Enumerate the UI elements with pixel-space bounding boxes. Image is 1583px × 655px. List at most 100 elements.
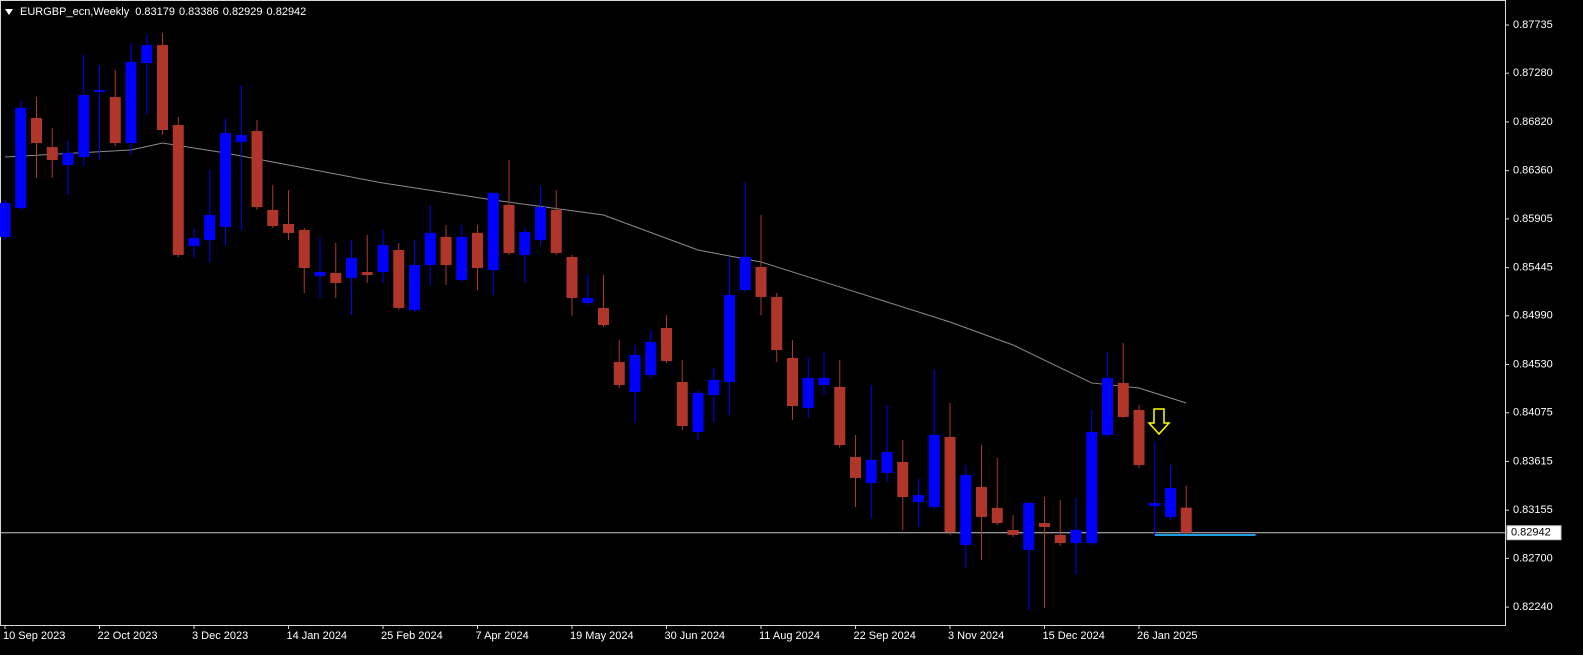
candle-body — [62, 152, 74, 166]
candle-body — [267, 209, 279, 226]
symbol: EURGBP_ecn,Weekly — [20, 6, 130, 18]
x-tick-label: 11 Aug 2024 — [759, 630, 820, 642]
candle-body — [645, 341, 657, 375]
candle-body — [661, 327, 672, 362]
x-tick-label: 15 Dec 2024 — [1043, 630, 1105, 642]
x-tick-label: 26 Jan 2025 — [1137, 630, 1198, 642]
candle-body — [109, 97, 121, 144]
y-tick-label: 0.87280 — [1513, 67, 1553, 79]
y-tick-label: 0.85905 — [1513, 213, 1553, 225]
candle-body — [361, 272, 373, 275]
x-tick-label: 22 Oct 2023 — [98, 630, 158, 642]
candle-body — [251, 131, 263, 207]
candle-body — [15, 107, 27, 208]
candle-body — [125, 61, 137, 144]
candle-body — [188, 238, 200, 246]
candle-body — [944, 436, 956, 532]
x-tick-label: 22 Sep 2024 — [854, 630, 916, 642]
candle-body — [550, 209, 562, 253]
candle-body — [928, 434, 940, 507]
candle-body — [613, 361, 625, 385]
candle-body — [204, 215, 216, 241]
candle-body — [834, 386, 846, 446]
candle-body — [676, 381, 688, 426]
candle-body — [377, 245, 389, 273]
candle-body — [787, 357, 798, 407]
candle-body — [1149, 502, 1161, 507]
candle-body — [472, 232, 483, 269]
candle-body — [629, 354, 641, 392]
candle-body — [566, 256, 578, 298]
candle-body — [582, 297, 594, 303]
x-tick-label: 7 Apr 2024 — [476, 630, 529, 642]
x-tick-label: 14 Jan 2024 — [287, 630, 348, 642]
current-price-label: 0.82942 — [1511, 527, 1551, 539]
candle-body — [708, 379, 720, 396]
y-tick-label: 0.84075 — [1513, 407, 1553, 419]
candle-body — [1054, 534, 1066, 544]
y-tick-label: 0.83615 — [1513, 455, 1553, 467]
candle-body — [913, 495, 924, 503]
candle-body — [598, 307, 609, 325]
candle-body — [818, 377, 830, 385]
candle-body — [409, 265, 420, 310]
y-tick-label: 0.82700 — [1513, 552, 1553, 564]
moving-average — [4, 142, 1187, 404]
x-tick-label: 19 May 2024 — [570, 630, 634, 642]
y-tick-label: 0.83155 — [1513, 504, 1553, 516]
x-tick-label: 25 Feb 2024 — [381, 630, 443, 642]
candle-body — [487, 193, 499, 271]
candle-body — [424, 232, 436, 266]
candle-body — [330, 272, 342, 283]
x-tick-label: 3 Nov 2024 — [948, 630, 1004, 642]
header-high: 0.83386 — [179, 6, 219, 18]
candle-body — [739, 256, 751, 291]
candle-body — [771, 297, 783, 350]
candle-body — [535, 206, 546, 241]
y-tick-label: 0.82240 — [1513, 601, 1553, 613]
candle-body — [724, 295, 735, 382]
header-open: 0.83179 — [135, 6, 175, 18]
candle-body — [1007, 529, 1019, 535]
header-low: 0.82929 — [223, 6, 263, 18]
candle-body — [220, 132, 231, 228]
candle-body — [897, 461, 909, 498]
candle-body — [31, 118, 42, 144]
candle-body — [157, 45, 168, 130]
menu-triangle[interactable] — [5, 9, 13, 15]
candle-body — [1086, 431, 1098, 544]
candle-body — [1039, 522, 1050, 528]
y-tick-label: 0.85445 — [1513, 261, 1553, 273]
candle-body — [78, 95, 90, 157]
candle-body — [503, 204, 515, 253]
candle-body — [314, 272, 326, 276]
y-tick-label: 0.86820 — [1513, 116, 1553, 128]
candle-body — [283, 224, 294, 233]
candle-body — [298, 229, 310, 269]
candle-body — [850, 456, 861, 478]
arrow-annotation — [1147, 408, 1171, 436]
candle-body — [1165, 488, 1176, 517]
y-tick-label: 0.84990 — [1513, 310, 1553, 322]
candle-body — [1102, 377, 1113, 435]
candle-body — [346, 257, 357, 278]
candle-body — [172, 125, 184, 255]
candle-body — [755, 266, 767, 298]
y-tick-label: 0.86360 — [1513, 165, 1553, 177]
plot-frame — [0, 0, 1506, 626]
candle-body — [881, 452, 893, 473]
candle-body — [94, 90, 105, 93]
current-price-box — [1506, 525, 1562, 541]
x-tick-label: 10 Sep 2023 — [3, 630, 65, 642]
candle-body — [440, 236, 452, 266]
candle-body — [1180, 507, 1192, 533]
x-tick-label: 30 Jun 2024 — [665, 630, 726, 642]
y-tick-label: 0.84530 — [1513, 358, 1553, 370]
candle-body — [692, 393, 704, 432]
candle-body — [960, 475, 972, 546]
header: EURGBP_ecn,Weekly 0.83179 0.83386 0.82929 0.… — [20, 6, 306, 18]
candle-body — [393, 250, 405, 308]
candle-body — [865, 459, 877, 483]
y-tick-label: 0.87735 — [1513, 19, 1553, 31]
